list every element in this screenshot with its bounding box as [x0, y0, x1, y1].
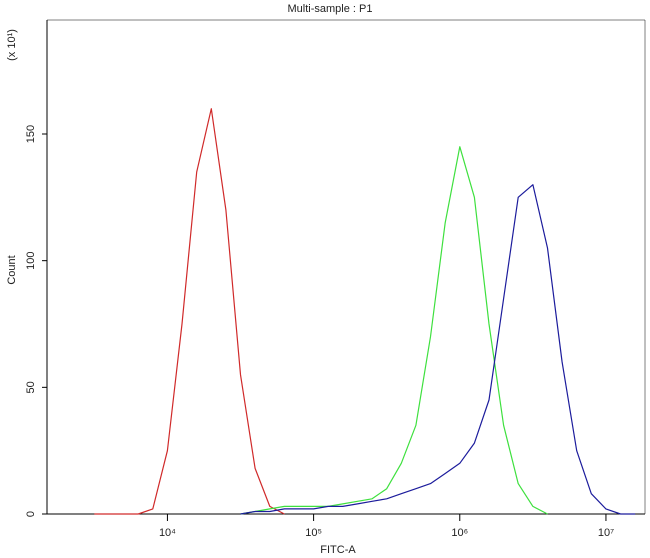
- y-tick-label: 100: [25, 251, 37, 269]
- y-tick-label: 0: [25, 511, 37, 517]
- series-line: [94, 108, 285, 515]
- y-tick-label: 50: [25, 381, 37, 393]
- x-tick-label: 10⁵: [305, 527, 322, 539]
- y-unit-note: (x 10¹): [6, 29, 18, 61]
- x-axis-label: FITC-A: [320, 544, 356, 556]
- x-tick-label: 10⁶: [451, 527, 468, 539]
- series-line: [240, 184, 636, 515]
- y-axis-label: Count: [6, 255, 18, 284]
- series-line: [240, 146, 548, 515]
- x-tick-label: 10⁷: [598, 527, 614, 539]
- y-tick-label: 150: [25, 125, 37, 143]
- x-tick-label: 10⁴: [159, 527, 176, 539]
- chart-title: Multi-sample : P1: [288, 3, 373, 15]
